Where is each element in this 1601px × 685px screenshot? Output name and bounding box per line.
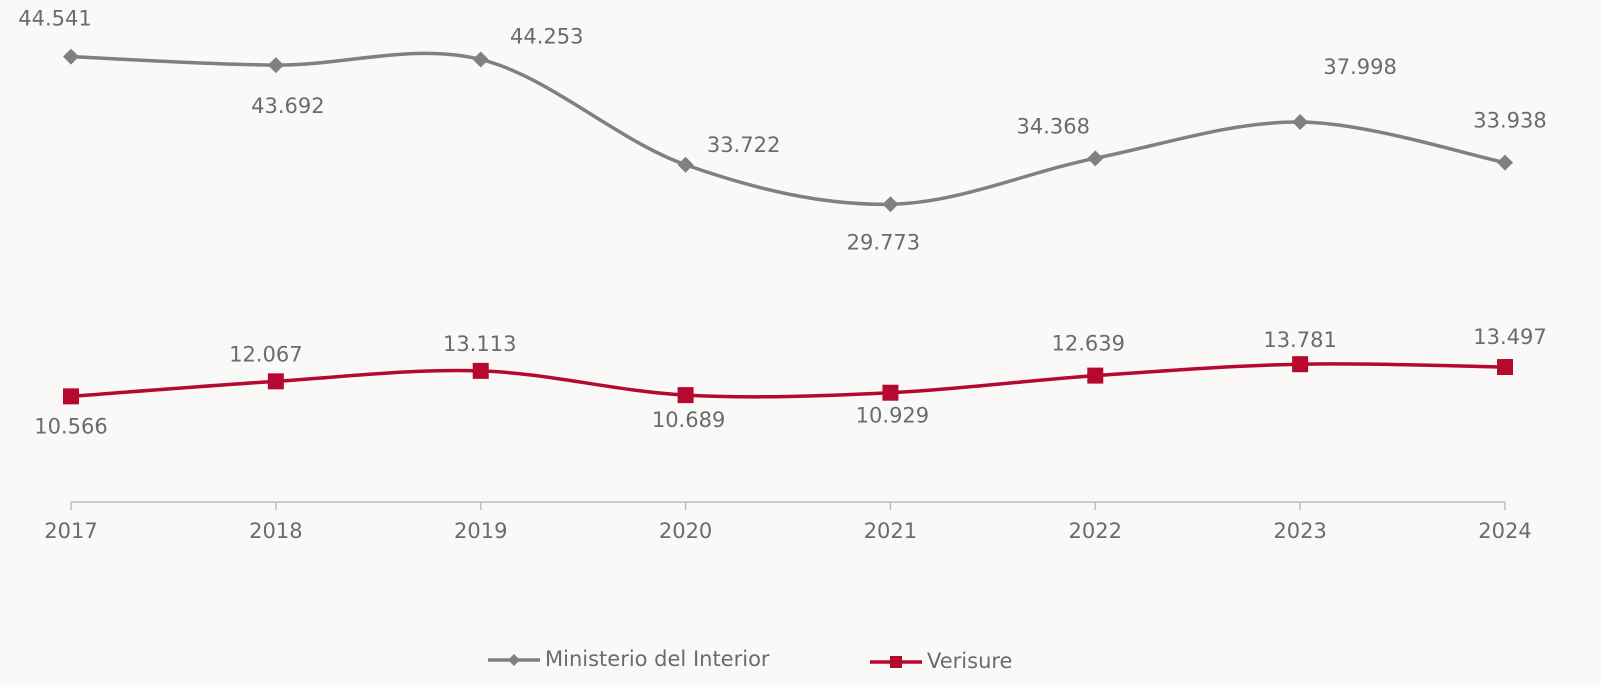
x-tick-label: 2017 bbox=[44, 519, 97, 543]
marker bbox=[1497, 359, 1513, 376]
data-label: 12.639 bbox=[1052, 332, 1125, 356]
data-label: 10.689 bbox=[652, 408, 725, 432]
data-label: 33.722 bbox=[707, 133, 780, 157]
series-line bbox=[70, 51, 1506, 207]
marker bbox=[677, 156, 694, 173]
data-label: 13.113 bbox=[443, 332, 516, 356]
marker bbox=[1292, 356, 1309, 373]
x-tick-label: 2018 bbox=[249, 519, 302, 543]
data-label: 33.938 bbox=[1473, 109, 1546, 133]
data-label: 10.566 bbox=[34, 414, 107, 438]
legend-marker bbox=[508, 654, 520, 666]
marker bbox=[472, 362, 489, 379]
series-line bbox=[70, 362, 1506, 399]
marker bbox=[267, 57, 284, 74]
marker bbox=[1292, 114, 1309, 131]
x-tick-label: 2019 bbox=[454, 519, 507, 543]
marker bbox=[63, 48, 79, 65]
marker bbox=[1087, 367, 1104, 384]
marker bbox=[1497, 154, 1513, 171]
data-label: 10.929 bbox=[856, 404, 929, 428]
data-label: 44.253 bbox=[510, 24, 583, 48]
data-label: 43.692 bbox=[251, 94, 324, 118]
data-label: 12.067 bbox=[229, 342, 302, 366]
data-label: 13.781 bbox=[1263, 328, 1336, 352]
marker bbox=[472, 51, 489, 68]
x-tick-label: 2021 bbox=[864, 519, 917, 543]
x-tick-label: 2022 bbox=[1069, 519, 1122, 543]
x-tick-label: 2024 bbox=[1478, 519, 1531, 543]
data-label: 13.497 bbox=[1473, 325, 1546, 349]
marker bbox=[882, 196, 899, 213]
data-label: 44.541 bbox=[18, 7, 91, 31]
data-label: 29.773 bbox=[847, 230, 920, 254]
x-tick-label: 2023 bbox=[1273, 519, 1326, 543]
marker bbox=[1087, 150, 1104, 167]
x-tick-label: 2020 bbox=[659, 519, 712, 543]
legend-label: Verisure bbox=[927, 649, 1012, 673]
legend-label: Ministerio del Interior bbox=[545, 647, 770, 671]
marker bbox=[267, 373, 284, 390]
marker bbox=[63, 388, 79, 405]
legend-marker bbox=[890, 656, 902, 668]
marker bbox=[677, 387, 694, 404]
data-label: 37.998 bbox=[1323, 55, 1396, 79]
data-label: 34.368 bbox=[1017, 114, 1090, 138]
marker bbox=[882, 384, 899, 401]
